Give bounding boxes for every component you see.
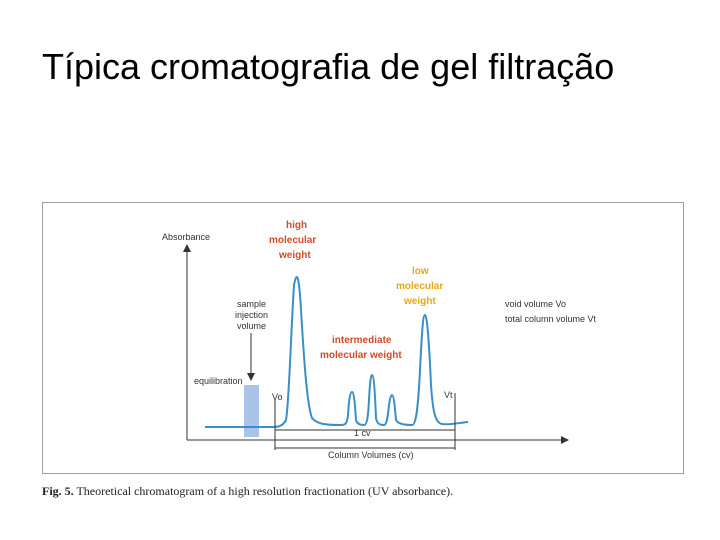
total-volume-legend: total column volume Vt bbox=[505, 314, 597, 324]
injection-volume-bar bbox=[244, 385, 259, 437]
chromatogram-figure bbox=[42, 202, 684, 474]
x-axis-label: Column Volumes (cv) bbox=[328, 450, 414, 460]
low-mw-label-2: molecular bbox=[396, 281, 443, 292]
high-mw-label-1: high bbox=[286, 220, 307, 231]
intermediate-mw-label-2: molecular weight bbox=[320, 350, 402, 361]
y-axis-label: Absorbance bbox=[162, 232, 210, 242]
chromatogram-curve bbox=[205, 276, 469, 429]
caption-prefix: Fig. 5. bbox=[42, 484, 74, 498]
low-mw-label-1: low bbox=[412, 266, 429, 277]
sample-injection-label-2: injection bbox=[235, 310, 268, 320]
high-mw-label-2: molecular bbox=[269, 235, 316, 246]
equilibration-label: equilibration bbox=[194, 376, 243, 386]
void-volume-legend: void volume Vo bbox=[505, 299, 566, 309]
low-mw-label-3: weight bbox=[403, 296, 436, 307]
slide-title: Típica cromatografia de gel filtração bbox=[42, 46, 615, 87]
one-cv-label: 1 cv bbox=[354, 428, 371, 438]
high-mw-label-3: weight bbox=[278, 250, 311, 261]
vo-marker-label: Vo bbox=[272, 392, 283, 402]
sample-injection-label-1: sample bbox=[237, 299, 266, 309]
sample-injection-label-3: volume bbox=[237, 321, 266, 331]
intermediate-mw-label-1: intermediate bbox=[332, 335, 392, 346]
vt-marker-label: Vt bbox=[444, 390, 453, 400]
figure-caption: Fig. 5. Theoretical chromatogram of a hi… bbox=[42, 484, 453, 499]
caption-text: Theoretical chromatogram of a high resol… bbox=[76, 484, 454, 498]
